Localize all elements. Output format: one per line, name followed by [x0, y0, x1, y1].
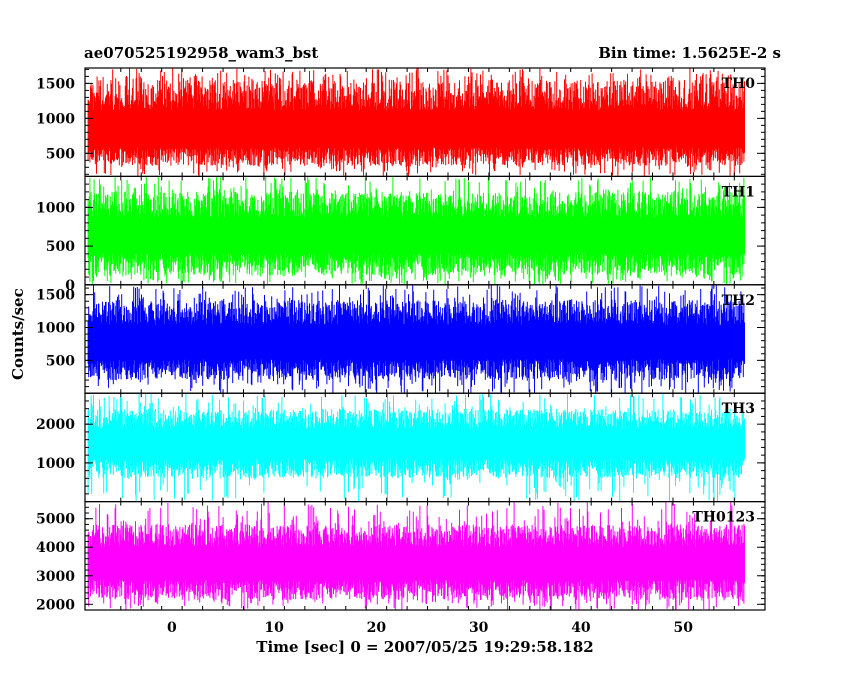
x-tick-label: 10 [264, 620, 284, 636]
series-th3 [87, 393, 745, 502]
bin-time-label: Bin time: 1.5625E-2 s [598, 44, 781, 62]
y-tick-label: 1500 [36, 76, 75, 92]
panel-th0: 500 1000 1500 TH0 [36, 67, 766, 178]
series-th2 [87, 284, 745, 394]
y-tick-label: 500 [46, 353, 75, 369]
y-tick-label: 3000 [36, 569, 75, 585]
y-tick-label: 4000 [36, 540, 75, 556]
y-tick-label: 0 [65, 278, 75, 294]
y-tick-label: 1000 [36, 200, 75, 216]
panel-th3: 1000 2000 TH3 [36, 392, 766, 503]
y-tick-label: 500 [46, 146, 75, 162]
series-th1 [87, 176, 745, 285]
y-tick-label: 1500 [36, 288, 75, 304]
y-axis-label: Counts/sec [9, 288, 27, 380]
x-axis-label: Time [sec] 0 = 2007/05/25 19:29:58.182 [256, 638, 594, 656]
panel-label-th2: TH2 [722, 293, 755, 309]
panel-label-th1: TH1 [722, 184, 755, 200]
series-th0 [87, 68, 745, 177]
series-th0123 [87, 501, 745, 610]
panel-label-th0: TH0 [722, 76, 756, 92]
y-tick-label: 1000 [36, 321, 75, 337]
chart-title: ae070525192958_wam3_bst [84, 44, 319, 62]
x-tick-label: 20 [367, 620, 387, 636]
x-tick-label: 50 [673, 620, 693, 636]
x-tick-label: 40 [571, 620, 591, 636]
y-tick-label: 1000 [36, 111, 75, 127]
y-tick-label: 5000 [36, 512, 75, 528]
panel-th1: 0 500 1000 TH1 [36, 175, 766, 294]
panel-frame [84, 501, 766, 611]
y-tick-label: 1000 [36, 456, 75, 472]
y-tick-label: 500 [46, 239, 75, 255]
panel-label-th0123: TH0123 [692, 510, 755, 526]
panel-th2: 500 1000 1500 TH2 [36, 284, 766, 394]
y-tick-label: 2000 [36, 597, 75, 613]
panel-label-th3: TH3 [722, 401, 755, 417]
y-tick-label: 2000 [36, 417, 75, 433]
x-tick-label: 0 [167, 620, 177, 636]
x-tick-label: 30 [469, 620, 489, 636]
panel-th0123: 2000 3000 4000 5000 TH0123 [36, 501, 766, 613]
